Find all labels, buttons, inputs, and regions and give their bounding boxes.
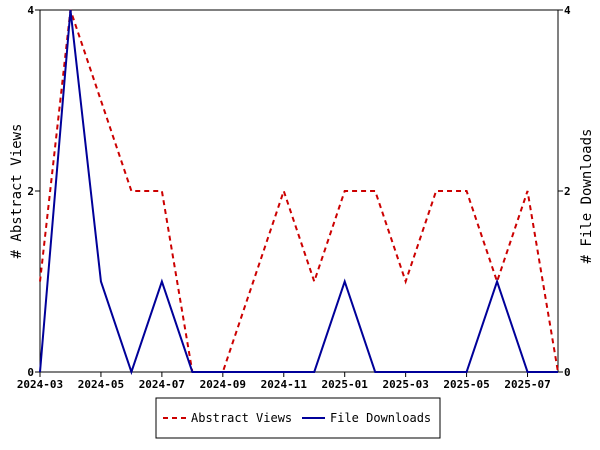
y-tick-label-left: 4 bbox=[27, 4, 34, 17]
series-layer bbox=[39, 9, 559, 376]
x-tick-label: 2025-01 bbox=[322, 378, 369, 391]
x-tick-label: 2024-05 bbox=[78, 378, 124, 391]
legend-box bbox=[155, 397, 441, 439]
x-tick-label: 2025-07 bbox=[504, 378, 550, 391]
x-tick-label: 2025-03 bbox=[382, 378, 428, 391]
plot-frame bbox=[39, 9, 559, 373]
x-tick-label: 2024-09 bbox=[200, 378, 246, 391]
y-axis-title-left: # Abstract Views bbox=[9, 124, 25, 259]
series-line-abstract-views bbox=[39, 9, 559, 373]
y-tick-label-left: 0 bbox=[27, 366, 34, 379]
y-tick-label-right: 4 bbox=[564, 4, 571, 17]
x-tick-label: 2024-11 bbox=[261, 378, 308, 391]
x-tick-label: 2024-07 bbox=[139, 378, 185, 391]
x-tick-label: 2024-03 bbox=[17, 378, 63, 391]
legend-label-file-downloads: File Downloads bbox=[330, 411, 431, 425]
x-tick-label: 2025-05 bbox=[443, 378, 489, 391]
y-axis-title-right: # File Downloads bbox=[579, 129, 595, 264]
legend-label-abstract-views: Abstract Views bbox=[191, 411, 292, 425]
series-line-file-downloads bbox=[39, 9, 558, 376]
legend: Abstract Views File Downloads bbox=[155, 397, 441, 439]
y-tick-label-right: 0 bbox=[564, 366, 571, 379]
y-tick-label-right: 2 bbox=[564, 185, 571, 198]
y-tick-label-left: 2 bbox=[27, 185, 34, 198]
ticks-layer: 2024-03 2024-05 2024-07 2024-09 2024-11 2025-… bbox=[17, 4, 571, 391]
